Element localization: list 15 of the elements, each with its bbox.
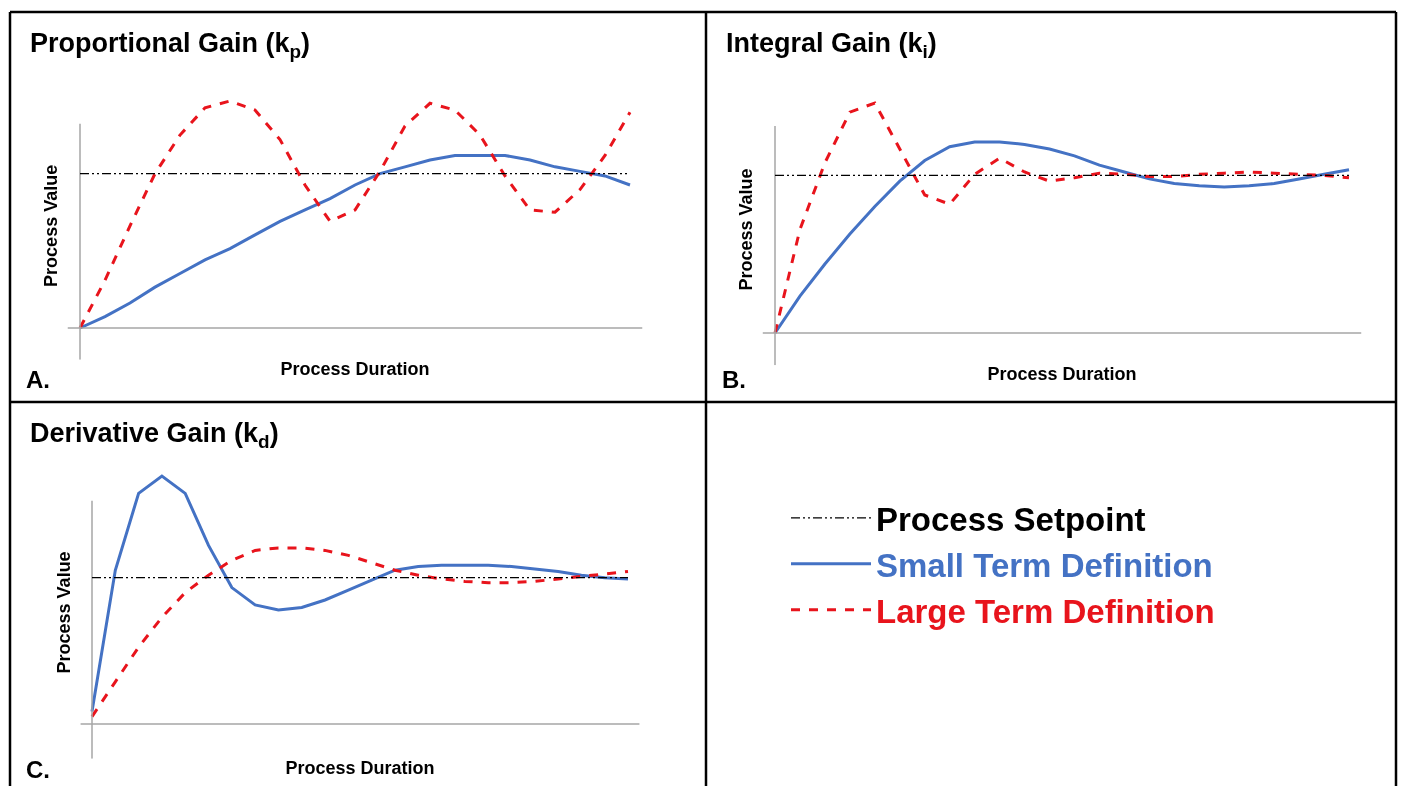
legend-label: Large Term Definition xyxy=(876,592,1215,630)
legend-label: Process Setpoint xyxy=(876,500,1146,538)
chart-title: Integral Gain (k$_{i}$) xyxy=(726,28,937,62)
x-axis-title: Process Duration xyxy=(285,757,435,778)
x-axis-title: Process Duration xyxy=(280,358,430,379)
text: C. xyxy=(26,756,50,783)
chart-title: Proportional Gain (k$_{p}$) xyxy=(30,28,311,62)
text: B. xyxy=(722,366,746,393)
text: A. xyxy=(26,366,50,393)
legend-label: Small Term Definition xyxy=(876,546,1213,584)
y-axis-title: Process Value xyxy=(40,164,61,287)
chart-title: Derivative Gain (k$_{d}$) xyxy=(30,418,279,452)
y-axis-title: Process Value xyxy=(53,551,74,674)
y-axis-title: Process Value xyxy=(735,168,756,291)
x-axis-title: Process Duration xyxy=(987,364,1137,385)
